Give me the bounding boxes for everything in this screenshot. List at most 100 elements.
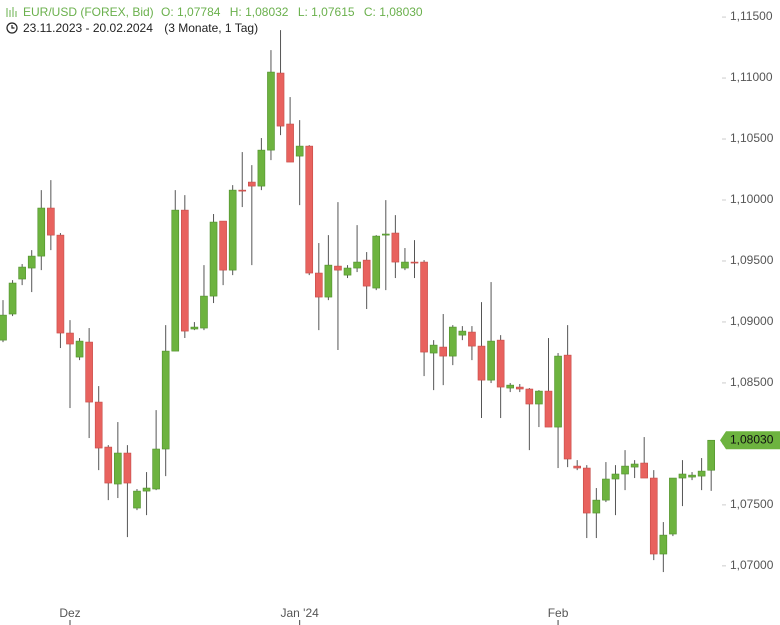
candle-body (372, 235, 381, 289)
candle-body (27, 255, 36, 269)
ohlc-low: L: 1,07615 (298, 5, 355, 19)
x-tick-label: Feb (548, 606, 569, 620)
y-tick-label: 1,09000 (730, 314, 774, 328)
candle-body (114, 452, 122, 485)
candle-body (496, 339, 505, 388)
candle-body (573, 465, 582, 469)
candle-body (563, 354, 572, 460)
period-line: 23.11.2023 - 20.02.2024 (3 Monate, 1 Tag… (23, 21, 258, 35)
candle-body (133, 490, 141, 509)
candle-body (659, 534, 668, 555)
candle-body (592, 499, 601, 514)
candle-body (267, 71, 275, 151)
candle-body (56, 234, 65, 334)
x-tick-label: Jan '24 (281, 606, 320, 620)
candle-body (343, 267, 352, 276)
candle-body (381, 233, 390, 236)
candle-body (602, 478, 610, 501)
candle-body (649, 477, 658, 555)
candle-body (0, 314, 7, 341)
candle-body (640, 462, 648, 479)
candle-body (286, 123, 294, 163)
y-tick-label: 1,10000 (730, 192, 774, 206)
candle-body (8, 282, 17, 315)
candle-body (544, 390, 553, 428)
y-tick-label: 1,07000 (730, 558, 774, 572)
candle-body (161, 350, 170, 450)
candle-body (37, 207, 46, 257)
candle-body (142, 487, 151, 492)
candle-body (353, 261, 361, 269)
ohlc-open: O: 1,07784 (161, 5, 221, 19)
y-tick-label: 1,11500 (730, 9, 773, 23)
candle-body (487, 340, 495, 381)
candle-body (75, 340, 84, 358)
candle-body (630, 463, 639, 468)
clock-icon (6, 22, 18, 34)
ohlc-close: C: 1,08030 (364, 5, 423, 19)
candle-body (611, 473, 620, 480)
y-tick-label: 1,10500 (730, 131, 774, 145)
candle-body (707, 439, 715, 471)
date-range: 23.11.2023 - 20.02.2024 (23, 21, 153, 35)
candle-body (123, 452, 132, 484)
symbol-title: EUR/USD (FOREX, Bid) (23, 5, 154, 19)
candle-body (506, 384, 515, 389)
candle-body (391, 232, 400, 263)
candle-body (582, 467, 591, 514)
candle-body (535, 390, 543, 405)
candle-body (315, 272, 323, 298)
candle-body (181, 209, 189, 332)
candle-body (248, 181, 256, 187)
header-icon (6, 7, 17, 17)
candle-body (85, 341, 93, 403)
candle-body (688, 474, 696, 478)
candle-body (458, 330, 467, 336)
candle-body (295, 145, 304, 157)
candle-body (209, 221, 218, 297)
y-tick-label: 1,08500 (730, 375, 774, 389)
candle-body (18, 266, 26, 280)
candle-body (219, 220, 227, 271)
last-price-label: 1,08030 (730, 432, 774, 446)
ohlc-high: H: 1,08032 (230, 5, 289, 19)
candle-body (515, 386, 524, 390)
candle-body (152, 448, 160, 490)
candle-body (621, 465, 629, 475)
candle-body (257, 149, 266, 187)
candle-body (334, 265, 342, 271)
period: (3 Monate, 1 Tag) (164, 21, 258, 35)
candle-body (171, 209, 180, 352)
candle-body (468, 331, 476, 347)
candle-body (66, 332, 74, 345)
candle-body (94, 401, 103, 449)
candle-body (448, 326, 457, 357)
candle-body (228, 189, 237, 271)
candle-body (200, 295, 208, 329)
y-tick-label: 1,09500 (730, 253, 774, 267)
candle-body (678, 473, 687, 479)
candle-body (554, 355, 562, 428)
candle-body (47, 207, 55, 236)
candle-body (429, 344, 438, 354)
candle-body (324, 264, 333, 298)
candle-body (190, 326, 199, 330)
candle-body (525, 388, 534, 405)
candle-body (477, 345, 486, 381)
candle-body (276, 72, 285, 127)
y-tick-label: 1,11000 (730, 70, 773, 84)
candle-body (410, 261, 419, 264)
candle-body (697, 470, 706, 477)
x-tick-label: Dez (59, 606, 80, 620)
y-tick-label: 1,07500 (730, 497, 774, 511)
header-line: EUR/USD (FOREX, Bid) O: 1,07784 H: 1,080… (23, 5, 423, 19)
candle-body (238, 189, 247, 192)
candle-body (362, 259, 371, 287)
candle-body (401, 261, 409, 269)
candle-body (439, 346, 448, 357)
last-price-badge (720, 431, 780, 450)
candle-body (420, 261, 428, 353)
candle-body (669, 477, 677, 535)
candle-body (104, 446, 113, 484)
